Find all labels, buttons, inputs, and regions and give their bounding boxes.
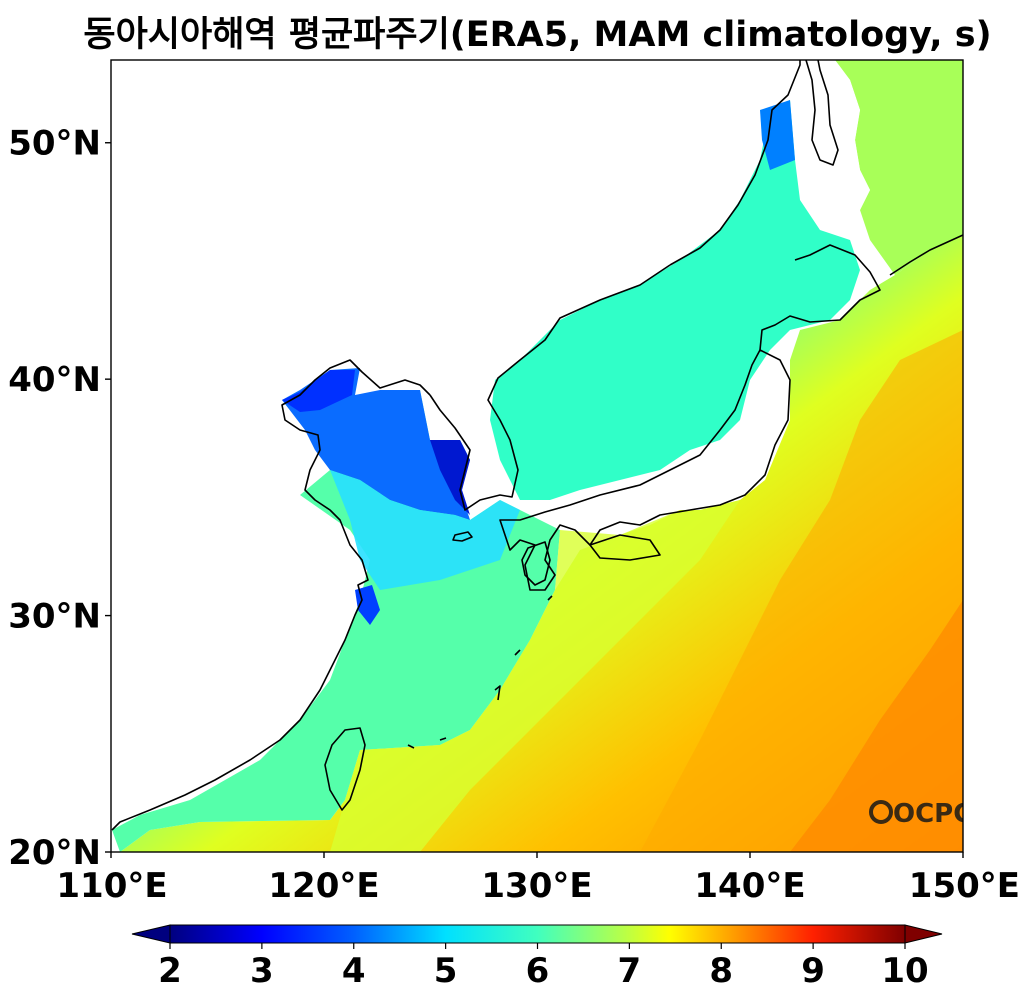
colorbar-tick-label: 10 <box>881 951 928 991</box>
china-coastline <box>111 359 431 831</box>
colorbar-tick-label: 9 <box>801 951 825 991</box>
yellow-sea-blue-field <box>282 368 470 520</box>
colorbar-extend-high <box>904 924 943 944</box>
colorbar-body <box>169 924 906 944</box>
ocpc-logo: OCPC <box>869 799 972 829</box>
x-tick-label: 150°E <box>909 866 1020 906</box>
x-tick-label: 120°E <box>268 866 379 906</box>
yellow-sea-cyan-zone <box>330 470 520 590</box>
colorbar-tick-label: 2 <box>158 951 182 991</box>
colorbar-tick-label: 4 <box>342 951 366 991</box>
axis-ticks: 110°E 120°E 130°E 140°E 150°E 20°N 30°N 40°N 50°… <box>8 124 1020 906</box>
kuril-white-gap <box>825 60 870 210</box>
y-tick-label: 30°N <box>8 597 101 637</box>
colorbar-tick-label: 5 <box>434 951 458 991</box>
colorbar-tick-label: 7 <box>618 951 642 991</box>
colorbar-tick-label: 8 <box>709 951 733 991</box>
y-tick-label: 20°N <box>8 833 101 873</box>
logo-globe-icon <box>869 800 893 824</box>
x-tick-label: 140°E <box>694 866 805 906</box>
korea-coastline <box>429 264 671 511</box>
okhotsk-field <box>835 60 963 275</box>
shikoku-coastline <box>589 534 661 561</box>
sakhalin-coastline <box>805 60 839 166</box>
ryukyu-islands <box>407 595 553 749</box>
colorbar-extend-low <box>131 924 171 944</box>
kyushu-coastline <box>521 541 551 586</box>
coastlines <box>111 60 963 831</box>
russia-east-coastline <box>669 60 801 266</box>
x-tick-label: 130°E <box>481 866 592 906</box>
honshu-coastline <box>499 349 791 591</box>
east-china-sea-yellow-zone <box>330 500 740 852</box>
korea-west-coast-dark-blue <box>430 440 470 515</box>
east-sea-blue-north <box>760 100 795 170</box>
colorbar-tick-label: 3 <box>250 951 274 991</box>
x-tick-label: 110°E <box>56 866 167 906</box>
map-title: 동아시아해역 평균파주기(ERA5, MAM climatology, s) <box>83 15 992 55</box>
jeju-coastline <box>452 531 473 542</box>
colorbar-ticks: 2 3 4 5 6 7 8 9 10 <box>158 943 929 991</box>
hokkaido-coastline <box>759 244 881 351</box>
taiwan-coastline <box>324 727 366 811</box>
east-sea-field <box>490 100 860 500</box>
logo-text: OCPC <box>893 799 972 829</box>
russia-north-coast <box>889 234 963 276</box>
y-tick-label: 50°N <box>8 124 101 164</box>
pacific-deep-orange-zone <box>790 600 963 852</box>
y-tick-label: 40°N <box>8 360 101 400</box>
colorbar-tick-label: 6 <box>526 951 550 991</box>
bohai-dark-blue <box>282 370 355 412</box>
map-panel: OCPC <box>111 60 972 852</box>
colorbar: 2 3 4 5 6 7 8 9 10 <box>131 924 943 991</box>
